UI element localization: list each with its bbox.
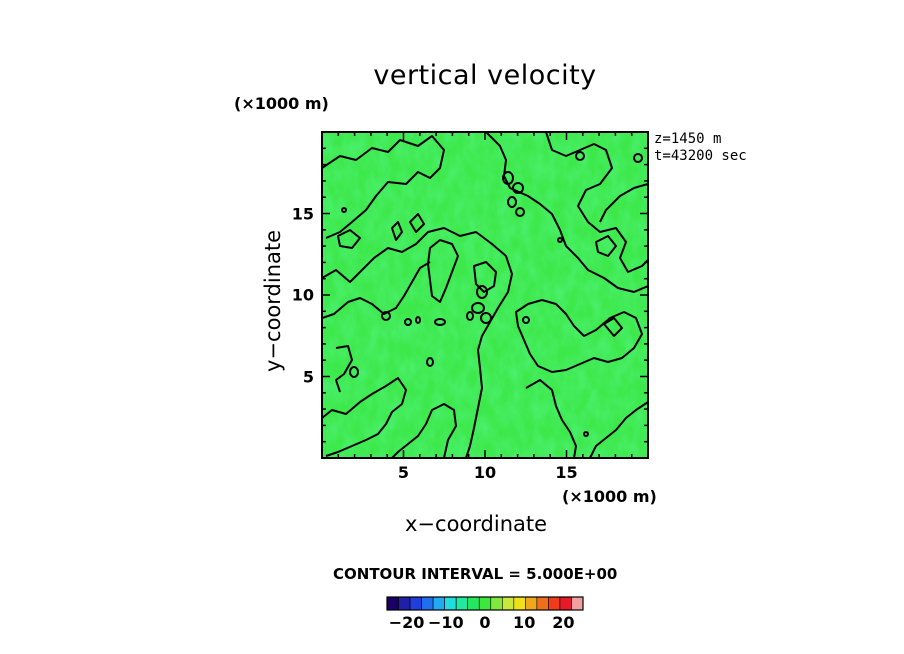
colorbar-swatch <box>559 596 572 611</box>
heatmap-texture <box>322 132 648 458</box>
contour-loop <box>575 151 585 161</box>
contour-line <box>485 132 648 293</box>
contour-loop <box>349 366 359 378</box>
colorbar-swatch <box>490 596 503 611</box>
contour-line <box>599 183 648 223</box>
colorbar-swatch <box>548 596 561 611</box>
colorbar-tick-label: −20 <box>388 613 425 632</box>
info-height: z=1450 m <box>654 131 722 147</box>
contour-line <box>515 299 643 373</box>
colorbar-swatch <box>501 596 515 611</box>
colorbar-swatch <box>386 596 399 611</box>
x-axis-unit: (×1000 m) <box>562 487 657 506</box>
colorbar-swatch <box>398 596 411 611</box>
colorbar-swatch <box>467 596 480 611</box>
contour-line <box>473 261 497 293</box>
colorbar-tick-label: −10 <box>427 613 464 632</box>
contour-line <box>322 261 431 319</box>
colorbar-tick-label: 10 <box>513 613 536 632</box>
contour-loop <box>507 196 517 208</box>
info-block: z=1450 m t=43200 sec <box>654 131 747 165</box>
contour-line <box>391 403 457 458</box>
contour-loop <box>341 207 347 213</box>
x-axis-label: x−coordinate <box>405 512 548 536</box>
contour-loop <box>502 171 514 185</box>
y-tick-label: 15 <box>291 204 314 223</box>
contour-line <box>525 379 577 458</box>
contour-loop <box>434 318 446 326</box>
contour-loop <box>515 207 525 217</box>
colorbar-swatch <box>571 596 584 611</box>
contour-line <box>595 235 617 257</box>
chart-title: vertical velocity <box>373 60 597 91</box>
colorbar-swatch <box>478 596 492 611</box>
contour-line <box>322 377 407 457</box>
y-tick-label: 10 <box>291 285 314 305</box>
x-tick-label: 5 <box>397 463 410 482</box>
x-tick-label: 15 <box>555 463 578 482</box>
contour-line <box>335 345 353 393</box>
y-tick-label: 5 <box>302 367 314 386</box>
contour-loop <box>480 312 492 324</box>
contour-loop <box>512 182 524 194</box>
colorbar-swatch <box>536 596 549 611</box>
contour-loop <box>381 311 391 321</box>
contour-loop <box>404 318 412 326</box>
colorbar-swatch <box>455 596 469 611</box>
colorbar-swatch <box>513 596 526 611</box>
axis-ticks <box>322 132 648 458</box>
contour-line <box>409 213 425 233</box>
colorbar-swatch <box>525 596 538 611</box>
contour-loop <box>633 153 643 163</box>
y-axis-unit: (×1000 m) <box>234 94 329 113</box>
info-time: t=43200 sec <box>654 148 747 164</box>
contour-line <box>427 239 459 303</box>
colorbar-swatch <box>421 596 434 611</box>
contour-interval-label: CONTOUR INTERVAL = 5.000E+00 <box>333 565 618 583</box>
colorbar-swatch <box>444 596 457 611</box>
contour-line <box>322 227 513 458</box>
contour-line <box>322 135 445 239</box>
colorbar-tick-label: 20 <box>552 613 575 632</box>
contour-loop <box>522 316 530 324</box>
contour-loop <box>476 285 488 299</box>
colorbar-swatch <box>432 596 445 611</box>
contour-line <box>391 221 403 241</box>
contour-line <box>337 229 361 249</box>
colorbar-swatch <box>409 596 422 611</box>
x-tick-label: 10 <box>473 463 497 482</box>
contour-line <box>603 317 623 337</box>
y-axis-label: y−coordinate <box>261 229 285 372</box>
contour-loop <box>466 311 474 321</box>
contour-loops <box>341 151 643 437</box>
contour-loop <box>415 316 421 324</box>
contour-loop <box>583 431 589 437</box>
contour-loop <box>557 237 563 243</box>
contour-lines <box>322 132 648 458</box>
contour-loop <box>426 357 434 367</box>
colorbar-tick-label: 0 <box>479 613 491 632</box>
contour-line <box>589 401 648 458</box>
contour-loop <box>471 302 485 314</box>
colorbar <box>386 596 584 611</box>
contour-line <box>545 132 648 273</box>
colorbar-frame <box>386 596 584 611</box>
